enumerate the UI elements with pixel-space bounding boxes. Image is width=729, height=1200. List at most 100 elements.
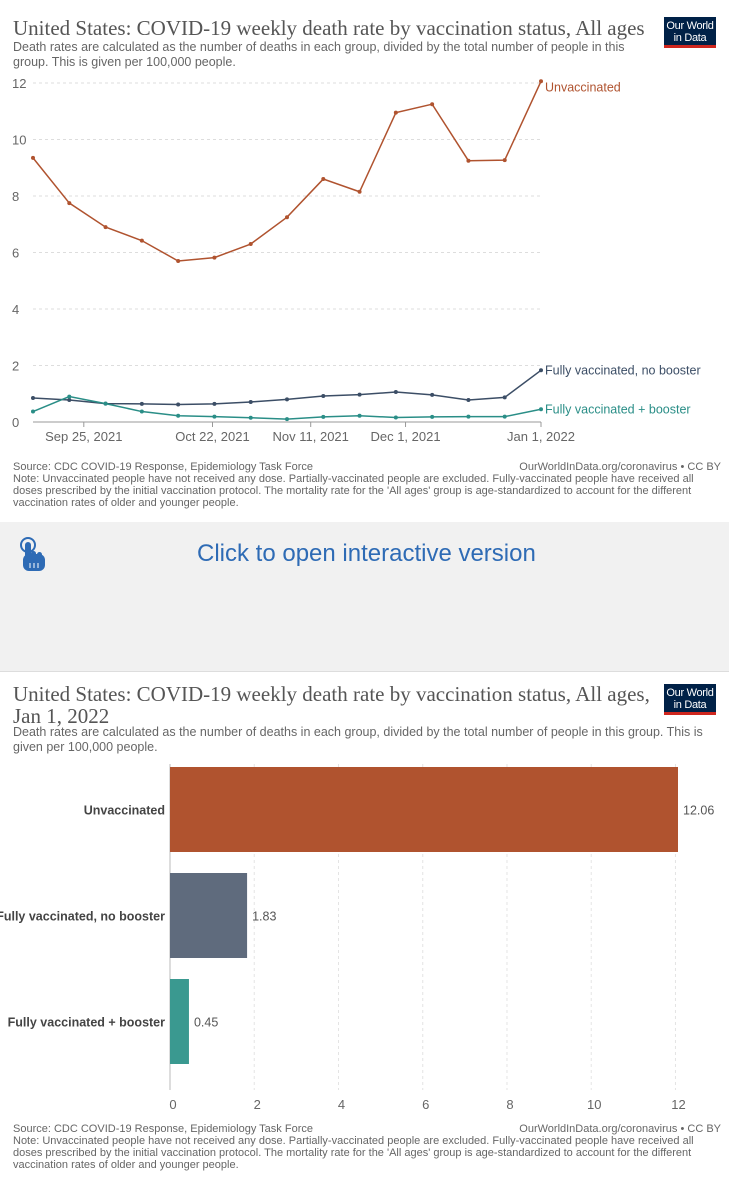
line-chart-panel: United States: COVID-19 weekly death rat…	[0, 0, 729, 522]
series-booster-point	[285, 417, 289, 422]
y-tick-label: 12	[12, 76, 26, 91]
bar-1	[170, 873, 248, 958]
logo-line-1: Our World	[666, 687, 714, 699]
bar-chart-title-line2: Jan 1, 2022	[13, 704, 110, 728]
series-unvaccinated-point	[466, 158, 471, 163]
bar-chart-subtitle: Death rates are calculated as the number…	[13, 725, 703, 754]
series-booster-point	[139, 409, 144, 414]
series-no-booster-point	[321, 394, 326, 399]
series-unvaccinated-point	[31, 155, 35, 160]
series-no-booster-point	[285, 397, 289, 402]
series-booster-point	[393, 415, 398, 420]
bar-chart-panel: United States: COVID-19 weekly death rat…	[0, 672, 729, 1200]
series-no-booster-point	[31, 395, 35, 400]
series-unvaccinated-point	[393, 110, 398, 115]
x-tick-label: Nov 11, 2021	[273, 429, 349, 444]
bar-value-label: 1.83	[252, 910, 276, 924]
series-unvaccinated-point	[67, 201, 72, 206]
series-no-booster-point	[357, 392, 362, 397]
bar-chart-note: Note: Unvaccinated people have not recei…	[13, 1135, 694, 1171]
series-booster-label: Fully vaccinated + booster	[545, 402, 691, 416]
series-booster-point	[67, 394, 72, 399]
line-chart-title: United States: COVID-19 weekly death rat…	[13, 16, 645, 40]
spacer-band	[0, 588, 729, 672]
divider	[0, 671, 729, 672]
series-no-booster-point	[67, 397, 72, 402]
bar-chart-title-line1: United States: COVID-19 weekly death rat…	[13, 682, 650, 706]
bar-category-label: Fully vaccinated + booster	[8, 1016, 165, 1030]
x-tick-label: 0	[169, 1097, 176, 1112]
y-tick-label: 8	[12, 189, 19, 204]
open-interactive-banner[interactable]: Click to open interactive version	[0, 522, 729, 588]
series-unvaccinated-point	[321, 177, 326, 182]
series-no-booster-point	[466, 397, 471, 402]
series-no-booster-point	[139, 401, 144, 406]
series-unvaccinated-point	[285, 215, 289, 220]
series-unvaccinated-point	[539, 79, 543, 84]
series-booster-point	[31, 409, 35, 414]
x-tick-label: Sep 25, 2021	[45, 429, 122, 444]
series-unvaccinated-line	[32, 80, 542, 262]
line-chart: 0 2 4 6 8 10 12 Sep 25, 2021 Oct 22, 2021 Nov 11,…	[12, 76, 701, 444]
series-booster-point	[539, 407, 543, 412]
series-booster-point	[212, 414, 217, 419]
series-booster-point	[176, 413, 181, 418]
x-tick-label: 8	[506, 1097, 513, 1112]
y-tick-label: 4	[12, 302, 19, 317]
x-tick-label: Jan 1, 2022	[507, 429, 575, 444]
series-no-booster-point	[430, 392, 435, 397]
series-no-booster-point	[248, 399, 253, 404]
bar-chart-source-link[interactable]: OurWorldInData.org/coronavirus • CC BY	[519, 1123, 721, 1135]
pointer-hand-icon	[20, 537, 45, 571]
line-chart-source-link[interactable]: OurWorldInData.org/coronavirus • CC BY	[519, 461, 721, 473]
y-tick-label: 6	[12, 246, 19, 261]
line-chart-source: Source: CDC COVID-19 Response, Epidemiol…	[13, 461, 313, 473]
series-no-booster-label: Fully vaccinated, no booster	[545, 363, 701, 377]
bar-chart: 0 2 4 6 8 10 12 Unvaccinated 12.06 Fully vaccinat…	[0, 764, 714, 1112]
series-unvaccinated-label: Unvaccinated	[545, 80, 621, 94]
x-tick-label: 10	[587, 1097, 601, 1112]
y-tick-label: 10	[12, 133, 26, 148]
bar-chart-source: Source: CDC COVID-19 Response, Epidemiol…	[13, 1123, 313, 1135]
series-booster-point	[466, 414, 471, 419]
series-unvaccinated-point	[139, 238, 144, 243]
owid-logo[interactable]: Our World in Data	[664, 17, 716, 48]
series-unvaccinated-point	[176, 258, 181, 263]
series-unvaccinated-point	[248, 242, 253, 247]
x-tick-label: 4	[338, 1097, 345, 1112]
series-booster-point	[103, 401, 108, 406]
series-booster-point	[248, 415, 253, 420]
bar-2	[170, 979, 189, 1064]
series-unvaccinated-point	[357, 189, 362, 194]
owid-logo[interactable]: Our World in Data	[664, 684, 716, 715]
series-no-booster-point	[212, 401, 217, 406]
logo-line-2: in Data	[673, 699, 707, 711]
series-no-booster-point	[502, 395, 507, 400]
series-no-booster-point	[393, 390, 398, 395]
bar-value-label: 12.06	[683, 804, 714, 818]
series-unvaccinated-point	[430, 102, 435, 107]
open-interactive-link[interactable]: Click to open interactive version	[197, 540, 536, 567]
line-chart-subtitle: Death rates are calculated as the number…	[13, 40, 625, 69]
y-tick-label: 2	[12, 359, 19, 374]
x-tick-label: 2	[254, 1097, 261, 1112]
bar-value-label: 0.45	[194, 1016, 218, 1030]
line-chart-note: Note: Unvaccinated people have not recei…	[13, 473, 694, 509]
bar-category-label: Unvaccinated	[84, 804, 165, 818]
x-tick-label: Dec 1, 2021	[370, 429, 440, 444]
x-tick-label: Oct 22, 2021	[175, 429, 249, 444]
series-booster-point	[321, 414, 326, 419]
logo-line-1: Our World	[666, 20, 714, 32]
x-tick-label: 12	[671, 1097, 685, 1112]
series-booster-point	[502, 414, 507, 419]
bar-chart-title: United States: COVID-19 weekly death rat…	[13, 683, 653, 727]
series-unvaccinated-point	[502, 158, 507, 163]
series-booster-point	[430, 414, 435, 419]
bar-category-label: Fully vaccinated, no booster	[0, 910, 165, 924]
x-tick-label: 6	[422, 1097, 429, 1112]
logo-line-2: in Data	[673, 32, 707, 44]
series-no-booster-point	[176, 402, 181, 407]
bar-0	[170, 767, 678, 852]
series-unvaccinated-point	[103, 225, 108, 230]
y-tick-label: 0	[12, 415, 19, 430]
